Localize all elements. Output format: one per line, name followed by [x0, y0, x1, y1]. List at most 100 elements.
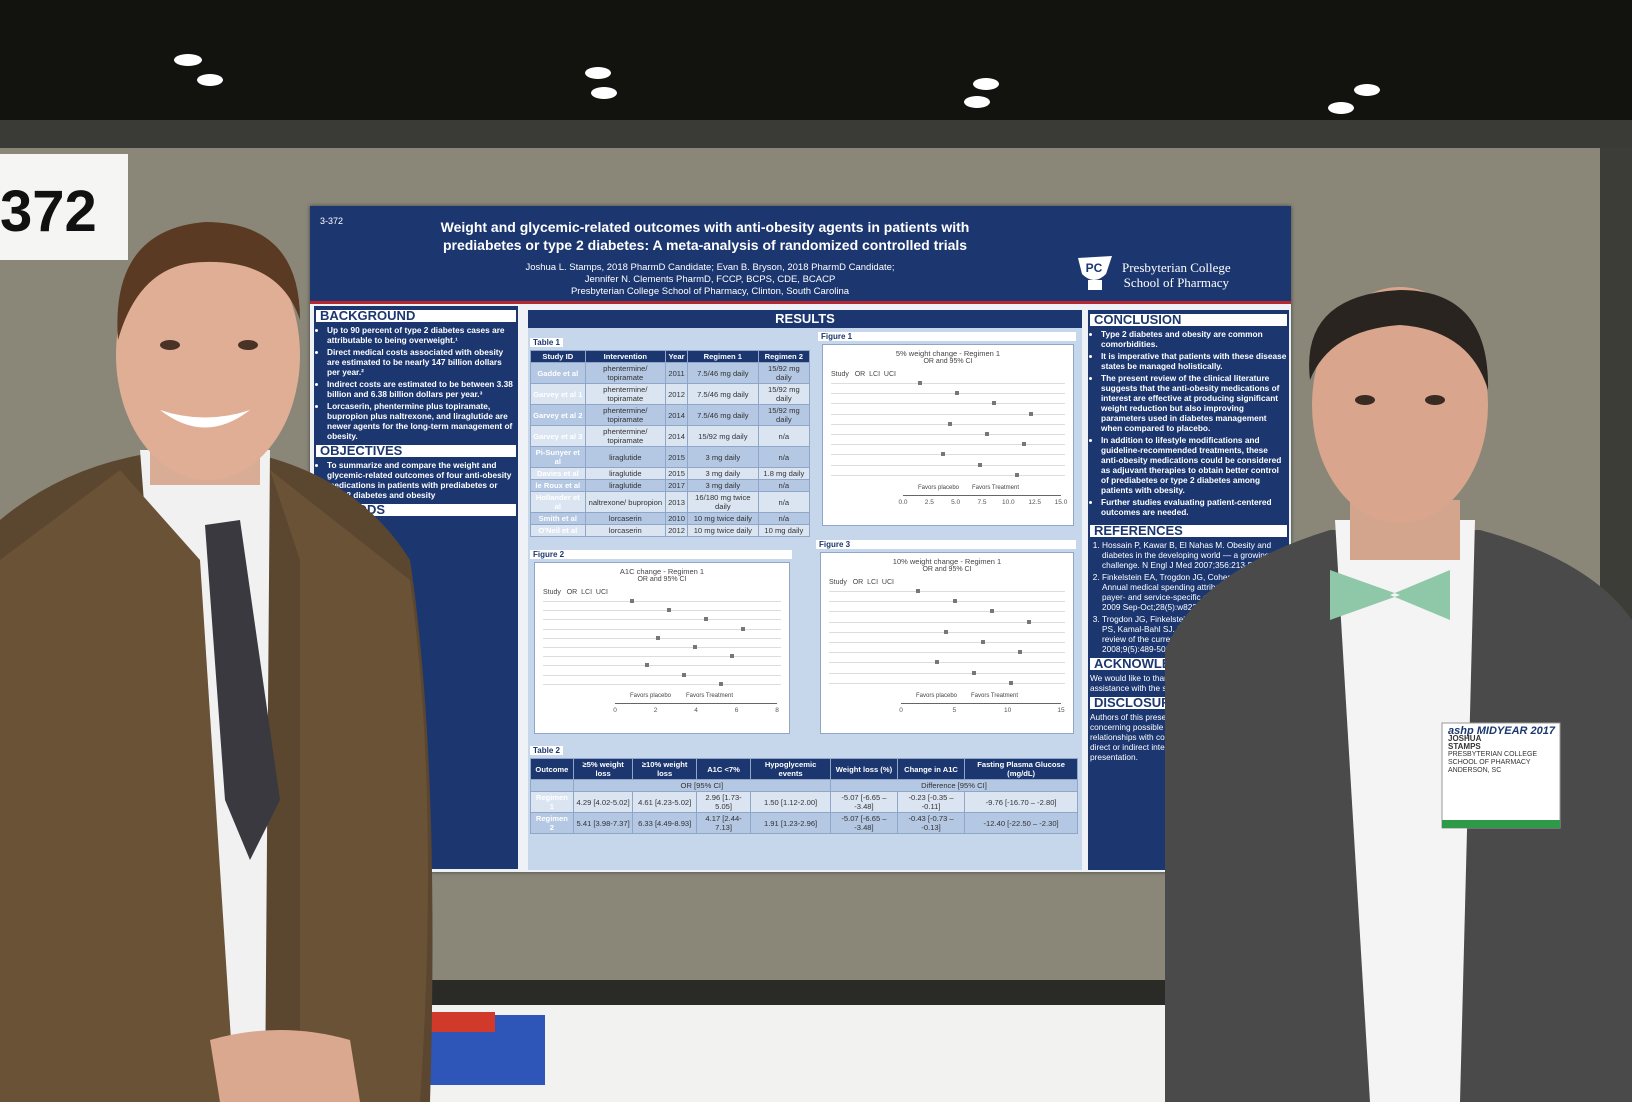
figure: Figure 1 5% weight change - Regimen 1 OR a…	[818, 332, 1076, 528]
table-cell: phentermine/ topiramate	[584, 404, 667, 426]
plot-row	[831, 393, 1065, 395]
plot-row	[831, 454, 1065, 456]
plot-row	[829, 611, 1065, 613]
column-header: Regimen 1	[686, 350, 759, 363]
plot-marker	[992, 401, 996, 406]
figure: Figure 3 10% weight change - Regimen 1 OR …	[816, 540, 1076, 736]
list-item: Direct medical costs associated with obe…	[327, 347, 516, 377]
table-cell: liraglutide	[584, 446, 667, 468]
plot-marker	[741, 626, 745, 631]
list-item: Finkelstein EA, Trogdon JG, Cohen JW, Di…	[1102, 572, 1287, 612]
plot-axis	[901, 703, 1061, 704]
table-cell: 6.33 [4.49-8.93]	[632, 812, 697, 834]
column-header: ≥10% weight loss	[632, 758, 697, 780]
table-row: Gadde et al phentermine/ topiramate 2011 7.…	[530, 362, 811, 384]
table-row: Regimen 2 5.41 [3.98-7.37] 6.33 [4.49-8.93…	[530, 812, 1078, 834]
logo-line: School of Pharmacy	[1123, 275, 1230, 290]
plot: A1C change - Regimen 1 OR and 95% CI Study…	[534, 562, 790, 734]
plot-row	[543, 619, 781, 621]
ceiling-light	[585, 67, 611, 79]
table-2: Table 2 Outcome ≥5% weight loss ≥10% weigh…	[530, 740, 1080, 834]
table-cell: phentermine/ topiramate	[584, 383, 667, 405]
tick-label: 0	[899, 707, 903, 714]
ceiling-light	[973, 78, 999, 90]
table-1: Table 1 Study ID Intervention Year Regimen …	[530, 332, 814, 537]
plot-row	[829, 601, 1065, 603]
tick-label: 15	[1057, 707, 1065, 714]
plot-row	[831, 444, 1065, 446]
table-cell: -12.40 [-22.50 – -2.30]	[964, 812, 1078, 834]
tick-label: 6	[734, 707, 739, 714]
plot-row	[829, 591, 1065, 592]
header-row: Outcome ≥5% weight loss ≥10% weight loss A1…	[530, 758, 1078, 780]
badge-brand: ashp MIDYEAR 2017	[1448, 725, 1555, 737]
table-cell: 10 mg twice daily	[686, 524, 759, 537]
table-cell: 2012	[665, 524, 688, 537]
plot-row	[829, 682, 1065, 684]
ceiling-light	[174, 54, 202, 66]
table-cell: Davies et al	[530, 467, 586, 480]
table-cell: 7.5/46 mg daily	[686, 362, 759, 384]
plot-row	[831, 403, 1065, 405]
plot-axis	[903, 495, 1061, 496]
plot-title: 10% weight change - Regimen 1	[892, 557, 1002, 566]
table-cell: n/a	[757, 425, 811, 447]
table-label: Table 2	[530, 746, 563, 755]
table-cell: 2017	[665, 479, 688, 492]
plot-row	[831, 474, 1065, 476]
table-row: O'Neil et al lorcaserin 2012 10 mg twice da…	[530, 524, 811, 537]
plot-title: 5% weight change - Regimen 1	[895, 349, 1001, 358]
ceiling-light	[591, 87, 617, 99]
tick-label: 2.5	[924, 499, 934, 506]
plot-marker	[955, 391, 959, 396]
left-person	[0, 222, 433, 1102]
table-cell: 2014	[665, 425, 688, 447]
table-cell: n/a	[757, 491, 811, 513]
table-row: Garvey et al 2 phentermine/ topiramate 201…	[530, 404, 811, 426]
figure: Figure 2 A1C change - Regimen 1 OR and 95%…	[530, 550, 792, 736]
tick-label: 2	[653, 707, 658, 714]
booth-sign	[0, 154, 128, 260]
plot-marker	[953, 599, 957, 604]
tick-label: 10.0	[1002, 499, 1015, 506]
list-item: Hossain P, Kawar B, El Nahas M. Obesity …	[1102, 540, 1287, 570]
table-cell: 2011	[665, 362, 688, 384]
name-badge: ashp MIDYEAR 2017 JOSHUA STAMPS PRESBYTE…	[1448, 725, 1558, 775]
plot-row	[543, 601, 781, 602]
plot-marker	[916, 589, 920, 593]
section-heading: CONCLUSION	[1090, 313, 1287, 326]
author-line: Presbyterian College School of Pharmacy,…	[570, 286, 850, 297]
plot-row	[543, 674, 781, 676]
poster-title: Weight and glycemic-related outcomes wit…	[440, 219, 970, 253]
table-cell: 7.5/46 mg daily	[686, 404, 759, 426]
plot-subtitle: OR and 95% CI	[637, 576, 687, 583]
tick-label: 4	[694, 707, 698, 714]
board-frame	[0, 120, 1632, 150]
poster: 3-372 Weight and glycemic-related outcom…	[310, 206, 1291, 872]
plot-marker	[693, 645, 697, 649]
favors-label: Favors placebo	[918, 485, 960, 491]
logo-mark: PC	[1078, 256, 1112, 290]
tick-label: 0.0	[898, 499, 908, 506]
plot-row	[829, 672, 1065, 674]
plot: 10% weight change - Regimen 1 OR and 95% …	[820, 552, 1074, 734]
section-heading: BACKGROUND	[316, 309, 516, 322]
plot-row	[829, 652, 1065, 654]
section-heading: REFERENCES	[1090, 524, 1287, 537]
list-item: Indirect costs are estimated to be betwe…	[327, 379, 516, 399]
favors-label: Favors placebo	[916, 693, 958, 699]
logo-line: Presbyterian College	[1122, 260, 1231, 275]
plot-row	[543, 683, 781, 685]
section-heading: RESULTS	[528, 310, 1082, 328]
plot-marker	[682, 672, 686, 677]
table-cell: lorcaserin	[584, 524, 667, 537]
bullet-list: Type 2 diabetes and obesity are common c…	[1090, 329, 1287, 517]
author-line: Jennifer N. Clements PharmD, FCCP, BCPS,…	[584, 274, 836, 285]
plot-marker	[935, 660, 939, 665]
plot-marker	[630, 599, 634, 603]
column-header: Intervention	[584, 350, 667, 363]
table-cell: 2015	[665, 467, 688, 480]
plot-row	[831, 383, 1065, 384]
